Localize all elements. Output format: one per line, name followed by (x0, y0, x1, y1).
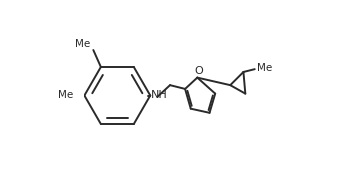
Text: Me: Me (75, 39, 91, 49)
Text: Me: Me (58, 90, 73, 100)
Text: NH: NH (151, 90, 168, 100)
Text: Me: Me (257, 63, 272, 73)
Text: O: O (195, 66, 203, 76)
